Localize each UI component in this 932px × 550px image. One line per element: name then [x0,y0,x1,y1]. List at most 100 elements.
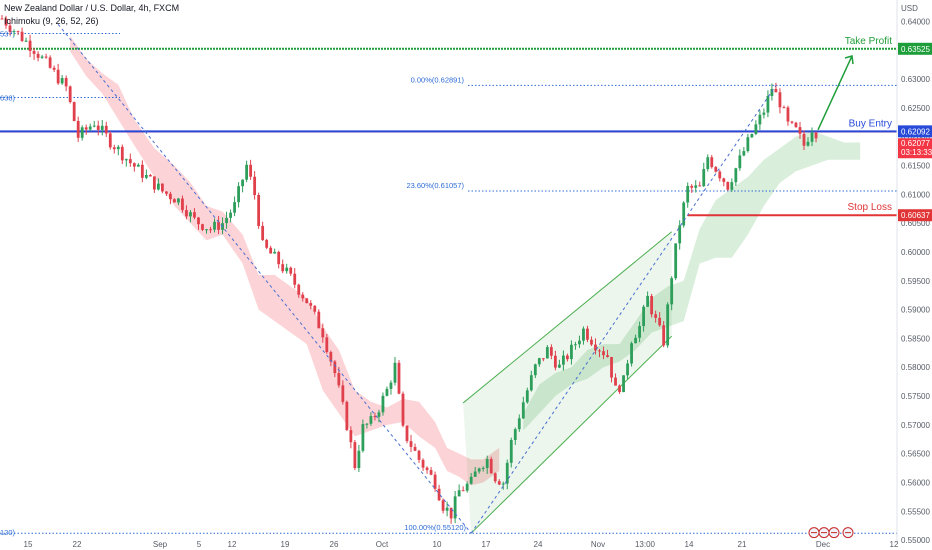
candle-body [28,40,32,51]
candle [329,350,333,367]
candle-body [72,102,76,121]
candle [598,348,601,358]
candle-body [469,476,473,484]
candle [120,144,124,165]
candle [64,75,68,92]
candle [650,293,654,318]
candle-body [782,107,786,109]
candle [169,191,172,205]
candles [0,14,818,524]
candle [12,29,16,37]
candle-body [56,69,60,84]
candle [606,349,609,358]
candle [377,409,381,423]
candle [782,105,786,109]
candle-body [533,364,537,376]
candle [694,180,698,193]
candle-body [20,31,24,41]
candle [413,443,417,452]
candle-body [369,416,373,424]
candle [253,171,257,200]
candle-body [541,358,545,360]
candle-body [128,159,132,164]
candle [549,344,553,360]
candle [481,466,485,472]
candle-body [778,92,782,108]
candle [465,481,469,493]
candle-body [726,181,730,190]
candle-body [586,328,589,340]
candle-body [674,243,678,279]
candle-body [100,125,104,130]
candle [217,216,220,235]
candle-body [405,425,409,442]
y-tick-label: 0.57000 [901,421,930,430]
candle-body [76,120,80,138]
candle-body [177,198,180,203]
candle-body [205,229,208,231]
candle-body [810,132,814,142]
candle-body [497,481,501,485]
candle [409,434,413,453]
y-tick-label: 0.61000 [901,190,930,199]
candle [525,387,529,404]
candle [108,131,112,150]
price-tag-text: 0.62092 [901,127,930,136]
candle-body [590,339,593,345]
candle-body [305,298,309,304]
candle [702,162,706,187]
candle [16,30,20,35]
candle [313,305,317,315]
candle [44,53,48,59]
candle-body [562,355,565,365]
candle-body [702,169,706,187]
candle [718,169,722,182]
candle-body [662,325,666,346]
candle-body [409,441,413,447]
candle-body [489,459,493,474]
candle [185,205,188,220]
candle-body [297,284,301,295]
candle-body [185,210,188,217]
left-fib-label: 120) [0,528,16,537]
candle [790,120,794,125]
candle-body [714,167,718,172]
y-tick-label: 0.61500 [901,161,930,170]
candle [349,426,353,449]
candle [161,183,164,194]
candle-body [413,446,417,451]
x-tick-label: 17 [482,540,491,549]
candle [361,419,365,453]
candle [710,154,714,169]
candle [405,425,409,444]
candle [96,120,100,136]
x-tick-label: 5 [197,540,202,549]
candle-body [493,473,497,482]
candle-body [136,164,140,167]
candle-body [229,212,232,218]
level-label: Take Profit [845,36,892,47]
candle [682,201,686,228]
candle-body [385,388,389,396]
y-tick-label: 0.55000 [901,536,930,545]
candle-body [104,125,108,134]
candle-body [397,362,401,394]
candle-body [32,50,36,54]
candle-body [798,127,802,134]
candle [321,323,325,343]
candle [449,507,453,524]
candle-body [754,124,758,135]
candle-body [325,337,329,353]
candle-body [140,164,144,178]
candle-body [578,340,581,345]
candle-body [329,352,333,362]
event-flag-icon [818,527,830,539]
candle-body [521,402,525,419]
event-flag-icon [828,527,840,539]
candle [421,458,425,471]
candle [505,459,509,490]
candle [177,197,180,206]
candle-body [513,429,517,440]
